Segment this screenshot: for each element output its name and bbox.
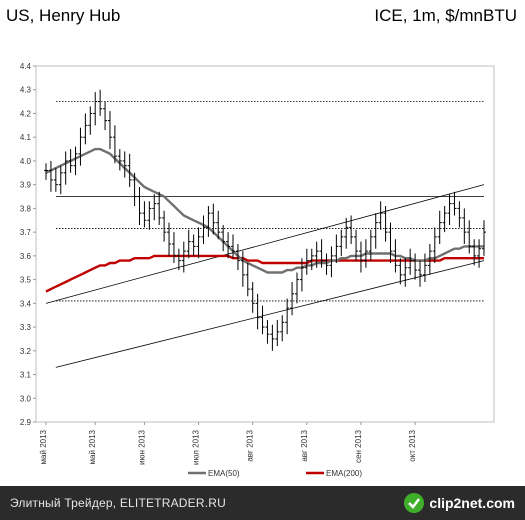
x-tick-label: май 2013 [39,429,48,464]
y-tick-label: 3.3 [20,323,32,332]
footer-caption: Элитный Трейдер, ELITETRADER.RU [10,496,226,510]
horizontal-levels [56,101,484,302]
y-tick-label: 4.4 [20,62,32,71]
x-tick-label: авг 2013 [246,429,255,461]
x-axis: май 2013 май 2013 июн 2013 июл 2013 авг 2013… [39,422,417,465]
chart-area: 2.9 3.0 3.1 3.2 3.3 3.4 3.5 3.6 3.7 3.8 3.9 4.0 4.1 4… [0,36,525,484]
y-tick-label: 4.0 [20,157,32,166]
chart-title-left: US, Henry Hub [6,6,121,25]
ema50-line [45,147,484,274]
y-tick-label: 3.4 [20,299,32,308]
legend-label: EMA(200) [326,469,362,478]
price-chart: 2.9 3.0 3.1 3.2 3.3 3.4 3.5 3.6 3.7 3.8 3.9 4.0 4.1 4… [20,62,495,478]
footer-bar: Элитный Трейдер, ELITETRADER.RU clip2net… [0,486,525,520]
y-tick-label: 3.1 [20,371,32,380]
legend: EMA(50) EMA(200) [188,469,362,478]
trend-line [55,260,485,368]
chart-title-right: ICE, 1m, $/mnBTU [374,6,517,25]
logo-text: clip2net.com [429,495,515,511]
legend-label: EMA(50) [208,469,240,478]
x-tick-label: авг 2013 [300,429,309,461]
y-tick-label: 4.3 [20,86,32,95]
y-tick-label: 2.9 [20,418,32,427]
y-tick-label: 3.5 [20,276,32,285]
y-tick-label: 3.6 [20,252,32,261]
y-tick-label: 3.9 [20,181,32,190]
x-tick-label: сен 2013 [354,429,363,462]
trend-line [45,184,485,304]
x-tick-label: июл 2013 [192,429,201,465]
x-tick-label: июн 2013 [137,429,146,464]
y-tick-label: 4.1 [20,133,32,142]
price-bars [44,89,486,351]
y-tick-label: 3.7 [20,228,32,237]
clip2net-logo: clip2net.com [403,492,515,514]
y-tick-label: 4.2 [20,109,32,118]
chart-header: US, Henry Hub ICE, 1m, $/mnBTU [0,0,525,36]
trend-lines [45,184,485,368]
y-tick-label: 3.2 [20,347,32,356]
x-tick-label: окт 2013 [408,429,417,461]
clip2net-icon [404,493,425,513]
y-tick-label: 3.0 [20,394,32,403]
x-tick-label: май 2013 [88,429,97,464]
y-axis: 2.9 3.0 3.1 3.2 3.3 3.4 3.5 3.6 3.7 3.8 3.9 4.0 4.1 4… [20,62,36,427]
y-tick-label: 3.8 [20,204,32,213]
